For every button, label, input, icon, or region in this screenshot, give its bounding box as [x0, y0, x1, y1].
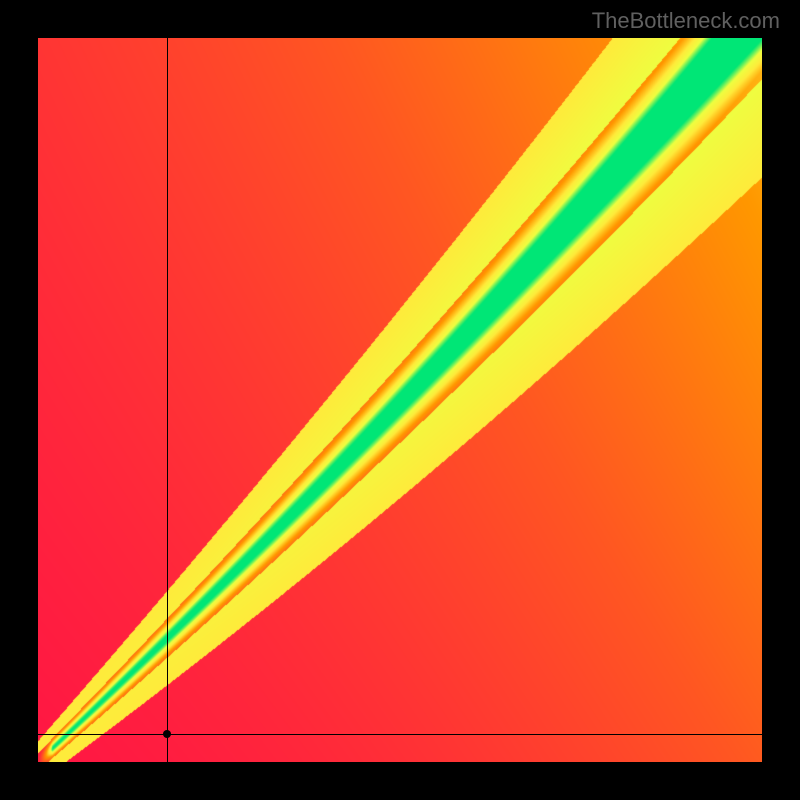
crosshair-marker-dot	[163, 730, 171, 738]
plot-area	[38, 38, 762, 762]
crosshair-vertical	[167, 38, 168, 762]
watermark-text: TheBottleneck.com	[592, 8, 780, 34]
heatmap-canvas	[38, 38, 762, 762]
crosshair-horizontal	[38, 734, 762, 735]
